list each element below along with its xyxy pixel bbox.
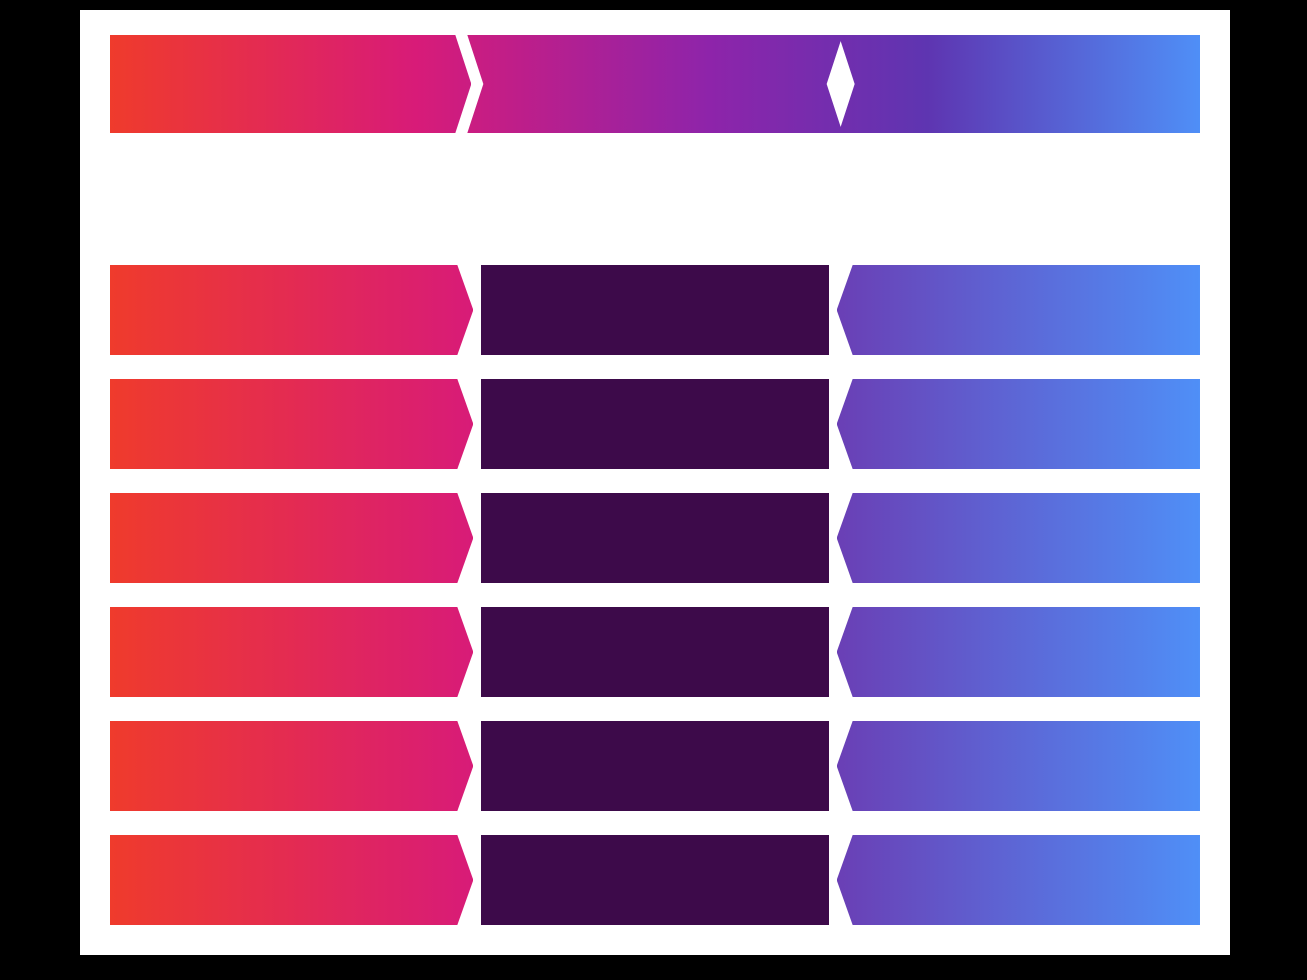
cell-center [481, 721, 828, 811]
cell-center [481, 835, 828, 925]
cell-left [110, 265, 473, 355]
cell-left [110, 379, 473, 469]
canvas [80, 10, 1230, 955]
cell-right [837, 493, 1200, 583]
cell-left [110, 607, 473, 697]
cell-right [837, 721, 1200, 811]
cell-center [481, 379, 828, 469]
header-seg-right [839, 35, 1200, 133]
cell-left [110, 721, 473, 811]
table-row [80, 379, 1230, 469]
cell-left [110, 835, 473, 925]
table-row [80, 493, 1230, 583]
cell-right [837, 379, 1200, 469]
cell-right [837, 835, 1200, 925]
header-seg-left [110, 35, 471, 133]
rows-area [80, 265, 1230, 925]
table-row [80, 721, 1230, 811]
table-row [80, 265, 1230, 355]
cell-left [110, 493, 473, 583]
cell-right [837, 265, 1200, 355]
cell-center [481, 265, 828, 355]
table-row [80, 835, 1230, 925]
header-seg-center [467, 35, 842, 133]
cell-right [837, 607, 1200, 697]
table-row [80, 607, 1230, 697]
cell-center [481, 493, 828, 583]
cell-center [481, 607, 828, 697]
header-band [80, 35, 1230, 133]
